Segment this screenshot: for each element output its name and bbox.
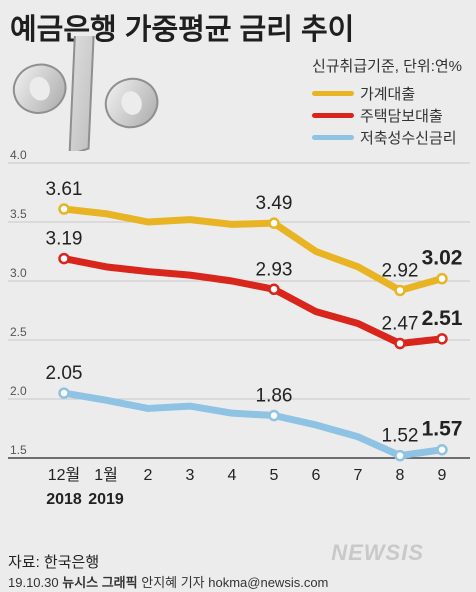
newsis-logo: NEWSIS	[331, 540, 424, 565]
data-point	[268, 217, 280, 229]
legend-item-household: 가계대출	[311, 82, 462, 104]
data-point	[58, 203, 70, 215]
x-tick-label: 9	[438, 467, 447, 484]
data-point	[436, 443, 448, 456]
data-point	[436, 272, 448, 285]
legend-item-mortgage: 주택담보대출	[311, 104, 462, 126]
data-point	[394, 337, 406, 350]
legend-swatch	[311, 90, 354, 96]
y-tick-label: 3.0	[10, 266, 27, 280]
x-tick-sublabel: 2018	[46, 491, 82, 508]
data-point	[436, 333, 448, 345]
series-line	[60, 205, 446, 294]
data-label: 3.61	[46, 179, 83, 200]
data-label: 2.47	[382, 314, 419, 335]
author-text: 안지혜 기자 hokma@newsis.com	[141, 575, 329, 590]
x-tick-label: 5	[270, 467, 279, 484]
source-note: 자료: 한국은행	[8, 554, 100, 571]
data-label: 2.05	[46, 363, 83, 384]
data-label: 2.51	[422, 307, 463, 330]
x-tick-label: 1월	[94, 466, 118, 484]
x-tick-label: 7	[354, 467, 363, 484]
data-point	[58, 252, 70, 265]
data-label: 1.52	[382, 426, 419, 447]
legend-label: 가계대출	[359, 85, 416, 103]
data-label: 3.49	[256, 193, 293, 214]
agency-text: 뉴시스 그래픽	[62, 575, 138, 590]
y-tick-label: 2.0	[10, 384, 27, 398]
data-label: 3.02	[422, 247, 463, 270]
date-text: 19.10.30	[8, 575, 59, 590]
data-label: 3.19	[46, 229, 83, 250]
data-point	[268, 283, 280, 296]
unit-note: 신규취급기준, 단위:연%	[311, 58, 462, 75]
chart-title: 예금은행 가중평균 금리 추이	[10, 14, 355, 46]
y-tick-label: 4.0	[10, 148, 27, 162]
data-label: 2.93	[256, 259, 293, 280]
legend-item-savings: 저축성수신금리	[311, 126, 462, 148]
credit-line: 19.10.30 뉴시스 그래픽 안지혜 기자 hokma@newsis.com	[8, 572, 328, 591]
data-label: 1.57	[422, 418, 463, 441]
legend-label: 저축성수신금리	[359, 129, 457, 147]
x-tick-label: 4	[228, 467, 237, 484]
x-tick-label: 6	[312, 467, 321, 484]
series-line	[60, 255, 446, 348]
x-tick-label: 8	[396, 467, 405, 484]
data-point	[268, 409, 280, 422]
series-line	[60, 389, 446, 460]
data-point	[394, 449, 406, 462]
data-point	[394, 284, 406, 297]
legend-label: 주택담보대출	[359, 107, 443, 125]
y-tick-label: 2.5	[10, 325, 27, 339]
percent-decoration-icon	[12, 36, 159, 151]
legend-swatch	[311, 134, 354, 140]
y-tick-label: 1.5	[10, 443, 27, 457]
y-tick-label: 3.5	[10, 207, 27, 221]
data-label: 1.86	[256, 386, 293, 407]
x-tick-label: 2	[144, 467, 153, 484]
data-point	[58, 387, 70, 399]
legend-swatch	[311, 112, 354, 118]
x-tick-sublabel: 2019	[88, 491, 124, 508]
legend: 신규취급기준, 단위:연% 가계대출 주택담보대출 저축성수신금리	[311, 55, 462, 148]
x-tick-label: 12월	[48, 466, 81, 484]
data-label: 2.92	[382, 260, 419, 281]
x-tick-label: 3	[186, 467, 195, 484]
